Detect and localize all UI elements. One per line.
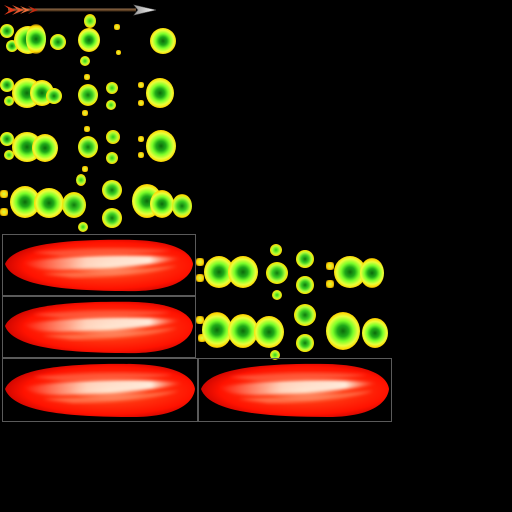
glow-orb-icon xyxy=(78,136,98,158)
glow-orb-icon xyxy=(0,78,14,92)
fire-streak-icon xyxy=(199,359,391,421)
glow-orb-icon xyxy=(172,194,192,218)
glow-orb-icon xyxy=(294,304,316,326)
glow-orb-icon xyxy=(106,152,118,164)
glow-orb-icon xyxy=(362,318,388,348)
glow-orb-icon xyxy=(0,132,14,146)
fire-streak-icon xyxy=(3,235,195,295)
glow-orb-icon xyxy=(102,208,122,228)
glow-orb-icon xyxy=(196,316,204,324)
glow-orb-icon xyxy=(84,126,90,132)
glow-orb-icon xyxy=(32,134,58,162)
glow-orb-icon xyxy=(84,14,96,28)
glow-orb-icon xyxy=(326,280,334,288)
glow-orb-icon xyxy=(76,174,86,186)
glow-orb-icon xyxy=(296,276,314,294)
glow-orb-icon xyxy=(26,24,46,54)
glow-orb-icon xyxy=(106,130,120,144)
glow-orb-icon xyxy=(78,84,98,106)
glow-orb-icon xyxy=(4,150,14,160)
glow-orb-icon xyxy=(266,262,288,284)
glow-orb-icon xyxy=(326,262,334,270)
glow-orb-icon xyxy=(270,244,282,256)
fire-streak-frame xyxy=(198,358,392,422)
glow-orb-icon xyxy=(84,74,90,80)
glow-orb-icon xyxy=(138,136,144,142)
glow-orb-icon xyxy=(50,34,66,50)
fire-streak-frame xyxy=(2,234,196,296)
glow-orb-icon xyxy=(102,180,122,200)
glow-orb-icon xyxy=(80,56,90,66)
glow-orb-icon xyxy=(198,334,206,342)
glow-orb-icon xyxy=(0,208,8,216)
glow-orb-icon xyxy=(146,78,174,108)
glow-orb-icon xyxy=(78,222,88,232)
glow-orb-icon xyxy=(360,258,384,288)
glow-orb-icon xyxy=(116,50,121,55)
fire-streak-icon xyxy=(3,359,197,421)
glow-orb-icon xyxy=(34,188,64,218)
glow-orb-icon xyxy=(150,28,176,54)
glow-orb-icon xyxy=(106,100,116,110)
glow-orb-icon xyxy=(228,256,258,288)
glow-orb-icon xyxy=(272,290,282,300)
glow-orb-icon xyxy=(254,316,284,348)
glow-orb-icon xyxy=(0,24,14,38)
glow-orb-icon xyxy=(138,82,144,88)
glow-orb-icon xyxy=(62,192,86,218)
glow-orb-icon xyxy=(4,96,14,106)
glow-orb-icon xyxy=(196,258,204,266)
glow-orb-icon xyxy=(296,334,314,352)
glow-orb-icon xyxy=(196,274,204,282)
glow-orb-icon xyxy=(82,166,88,172)
glow-orb-icon xyxy=(114,24,120,30)
glow-orb-icon xyxy=(150,190,174,218)
glow-orb-icon xyxy=(326,312,360,350)
glow-orb-icon xyxy=(82,110,88,116)
glow-orb-icon xyxy=(138,100,144,106)
glow-orb-icon xyxy=(138,152,144,158)
glow-orb-icon xyxy=(46,88,62,104)
fire-streak-icon xyxy=(3,297,195,357)
fire-streak-frame xyxy=(2,358,198,422)
glow-orb-icon xyxy=(270,350,280,360)
arrow-icon xyxy=(4,4,157,16)
fire-streak-frame xyxy=(2,296,196,358)
glow-orb-icon xyxy=(0,190,8,198)
glow-orb-icon xyxy=(296,250,314,268)
glow-orb-icon xyxy=(146,130,176,162)
glow-orb-icon xyxy=(228,314,258,348)
glow-orb-icon xyxy=(202,312,232,348)
glow-orb-icon xyxy=(106,82,118,94)
glow-orb-icon xyxy=(78,28,100,52)
